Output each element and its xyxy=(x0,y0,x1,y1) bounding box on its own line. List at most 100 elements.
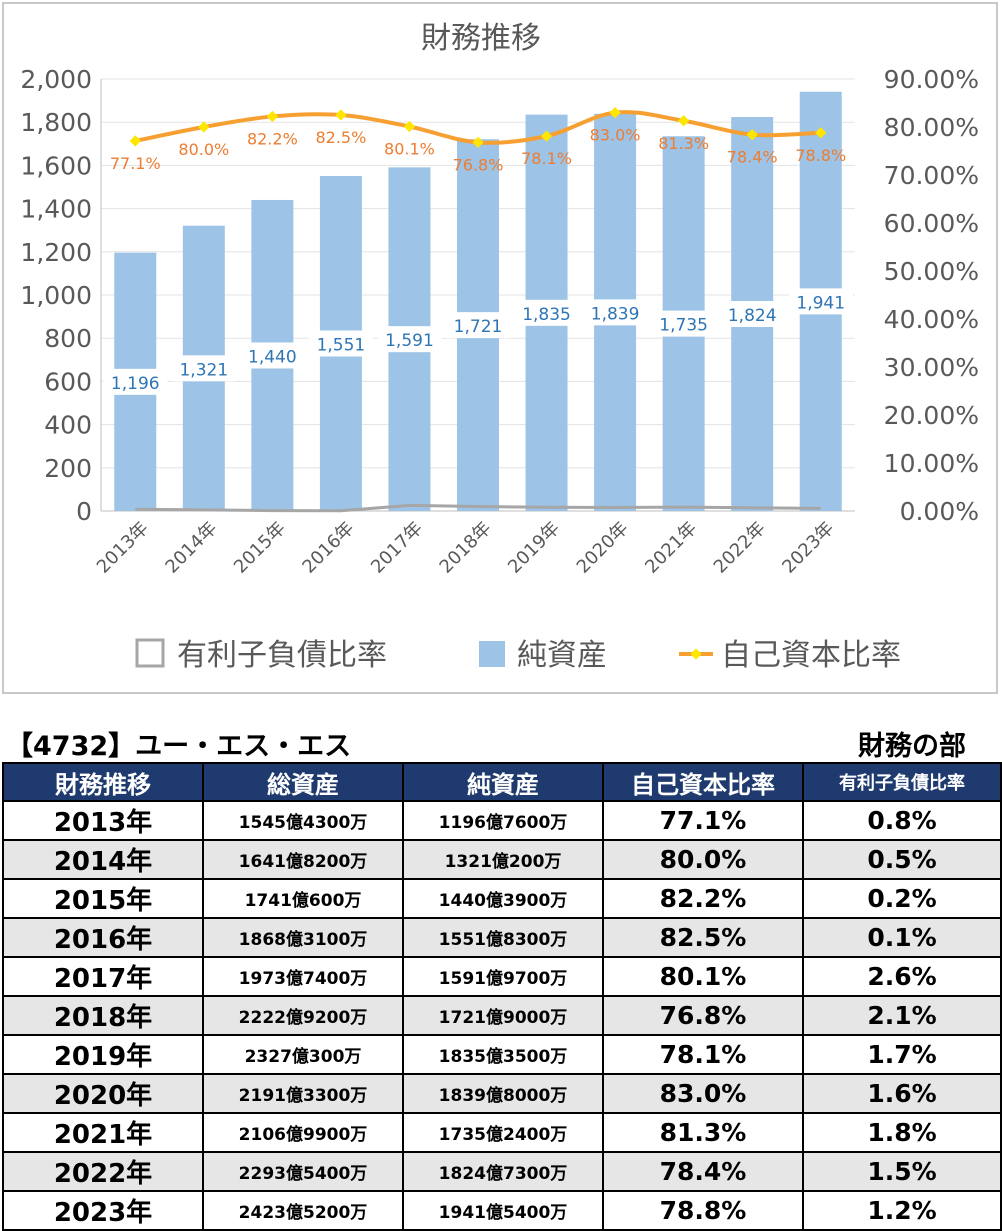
y-right-tick-label: 20.00% xyxy=(884,401,979,430)
cell-equity-ratio: 78.8% xyxy=(602,1190,804,1231)
table-row: 2022年 2293億5400万 1824億7300万 78.4% 1.5% xyxy=(2,1151,1002,1192)
table-row: 2014年 1641億8200万 1321億200万 80.0% 0.5% xyxy=(2,839,1002,880)
cell-net-assets: 1196億7600万 xyxy=(402,800,604,841)
bar-label-bg xyxy=(514,299,579,326)
company-title: 【4732】ユー・エス・エス xyxy=(6,731,352,762)
cell-year: 2023年 xyxy=(2,1190,204,1231)
equity-ratio-marker xyxy=(472,136,484,149)
cell-net-assets: 1551億8300万 xyxy=(402,917,604,958)
equity-ratio-label: 82.2% xyxy=(247,129,298,148)
cell-equity-ratio: 81.3% xyxy=(602,1112,804,1153)
cell-debt-ratio: 0.5% xyxy=(802,839,1002,880)
table-row: 2021年 2106億9900万 1735億2400万 81.3% 1.8% xyxy=(2,1112,1002,1153)
cell-equity-ratio: 78.1% xyxy=(602,1034,804,1075)
table-row: 2015年 1741億600万 1440億3900万 82.2% 0.2% xyxy=(2,878,1002,919)
bar-label-bg xyxy=(788,288,853,315)
x-category-label: 2022年 xyxy=(710,518,770,578)
line-debt-ratio xyxy=(135,503,821,513)
cell-year: 2015年 xyxy=(2,878,204,919)
equity-ratio-marker xyxy=(129,135,141,147)
x-category-label: 2019年 xyxy=(504,518,564,578)
y-left-tick-label: 1,400 xyxy=(20,195,92,224)
equity-ratio-label: 80.1% xyxy=(384,140,435,159)
equity-ratio-marker xyxy=(266,110,279,123)
cell-equity-ratio: 77.1% xyxy=(602,800,804,841)
chart-title: 財務推移 xyxy=(421,21,541,56)
table-row: 2023年 2423億5200万 1941億5400万 78.8% 1.2% xyxy=(2,1190,1002,1231)
cell-year: 2014年 xyxy=(2,839,204,880)
cell-equity-ratio: 82.5% xyxy=(602,917,804,958)
cell-total-assets: 2191億3300万 xyxy=(202,1073,404,1114)
cell-debt-ratio: 1.8% xyxy=(802,1112,1002,1153)
chart-panel: 財務推移 2,000 1,800 1,600 1,400 1,200 1,000 800 600… xyxy=(2,2,998,694)
y-left-tick-label: 1,600 xyxy=(20,151,92,180)
table-row: 2019年 2327億300万 1835億3500万 78.1% 1.7% xyxy=(2,1034,1002,1075)
bar-value-label: 1,835 xyxy=(522,305,571,325)
x-category-label: 2016年 xyxy=(298,518,358,578)
cell-total-assets: 2423億5200万 xyxy=(202,1190,404,1231)
cell-debt-ratio: 2.6% xyxy=(802,956,1002,997)
cell-total-assets: 1973億7400万 xyxy=(202,956,404,997)
legend-swatch-debt-ratio xyxy=(135,638,165,668)
y-right-tick-label: 40.00% xyxy=(884,305,979,334)
bar-label-bg xyxy=(651,310,716,337)
header-period: 財務推移 xyxy=(2,762,204,802)
cell-equity-ratio: 78.4% xyxy=(602,1151,804,1192)
y-left-tick-label: 1,800 xyxy=(20,108,92,137)
cell-year: 2018年 xyxy=(2,995,204,1036)
cell-debt-ratio: 0.8% xyxy=(802,800,1002,841)
legend-swatch-net-assets xyxy=(479,641,505,667)
x-category-label: 2015年 xyxy=(230,518,290,578)
header-debt-ratio: 有利子負債比率 xyxy=(802,762,1002,802)
bar-label-bg xyxy=(171,355,236,382)
y-right-tick-label: 0.00% xyxy=(900,497,979,526)
section-label: 財務の部 xyxy=(858,731,966,762)
bar-label-bg xyxy=(446,312,510,339)
cell-debt-ratio: 2.1% xyxy=(802,995,1002,1036)
equity-ratio-label: 78.1% xyxy=(521,149,572,168)
table-row: 2017年 1973億7400万 1591億9700万 80.1% 2.6% xyxy=(2,956,1002,997)
cell-net-assets: 1835億3500万 xyxy=(402,1034,604,1075)
y-left-tick-label: 400 xyxy=(44,411,92,440)
cell-equity-ratio: 83.0% xyxy=(602,1073,804,1114)
equity-ratio-label: 76.8% xyxy=(453,155,504,174)
bar-value-label: 1,551 xyxy=(317,335,366,355)
x-category-label: 2014年 xyxy=(161,518,221,578)
cell-total-assets: 2293億5400万 xyxy=(202,1151,404,1192)
header-net-assets: 純資産 xyxy=(402,762,604,802)
x-category-label: 2017年 xyxy=(367,518,427,578)
cell-net-assets: 1824億7300万 xyxy=(402,1151,604,1192)
cell-debt-ratio: 1.2% xyxy=(802,1190,1002,1231)
bar-value-label: 1,196 xyxy=(111,374,160,394)
equity-ratio-marker xyxy=(335,109,347,121)
y-right-tick-label: 80.00% xyxy=(884,113,979,142)
bar-value-label: 1,721 xyxy=(454,317,503,337)
bar-label-bg xyxy=(583,299,648,326)
cell-year: 2017年 xyxy=(2,956,204,997)
cell-total-assets: 2222億9200万 xyxy=(202,995,404,1036)
x-category-label: 2013年 xyxy=(93,518,153,578)
cell-year: 2016年 xyxy=(2,917,204,958)
y-left-tick-label: 2,000 xyxy=(20,65,92,94)
cell-net-assets: 1735億2400万 xyxy=(402,1112,604,1153)
y-right-tick-label: 50.00% xyxy=(884,257,979,286)
cell-total-assets: 1545億4300万 xyxy=(202,800,404,841)
cell-net-assets: 1941億5400万 xyxy=(402,1190,604,1231)
cell-net-assets: 1721億9000万 xyxy=(402,995,604,1036)
y-left-tick-label: 0 xyxy=(76,497,92,526)
equity-ratio-label: 82.5% xyxy=(315,128,366,147)
bar-value-label: 1,735 xyxy=(659,316,708,336)
equity-ratio-marker xyxy=(677,115,690,127)
cell-total-assets: 2327億300万 xyxy=(202,1034,404,1075)
legend-label-net-assets: 純資産 xyxy=(517,638,607,673)
financial-table: 財務推移 総資産 純資産 自己資本比率 有利子負債比率 2013年 1545億43… xyxy=(2,762,1002,1231)
table-row: 2016年 1868億3100万 1551億8300万 82.5% 0.1% xyxy=(2,917,1002,958)
y-left-tick-label: 1,000 xyxy=(20,281,92,310)
bar-value-label: 1,591 xyxy=(385,331,434,351)
cell-total-assets: 1868億3100万 xyxy=(202,917,404,958)
x-category-label: 2018年 xyxy=(436,518,496,578)
bar-label-bg xyxy=(240,342,305,369)
cell-year: 2019年 xyxy=(2,1034,204,1075)
cell-year: 2020年 xyxy=(2,1073,204,1114)
bar-value-label: 1,839 xyxy=(591,304,640,324)
